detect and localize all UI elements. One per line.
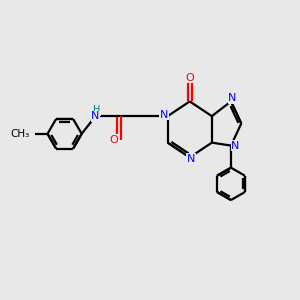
Text: N: N bbox=[160, 110, 168, 120]
Text: O: O bbox=[110, 135, 118, 145]
Text: N: N bbox=[91, 111, 100, 121]
Text: N: N bbox=[231, 141, 240, 151]
Text: H: H bbox=[93, 105, 101, 115]
Text: CH₃: CH₃ bbox=[11, 129, 30, 139]
Text: O: O bbox=[185, 73, 194, 83]
Text: N: N bbox=[228, 94, 237, 103]
Text: N: N bbox=[187, 154, 195, 164]
